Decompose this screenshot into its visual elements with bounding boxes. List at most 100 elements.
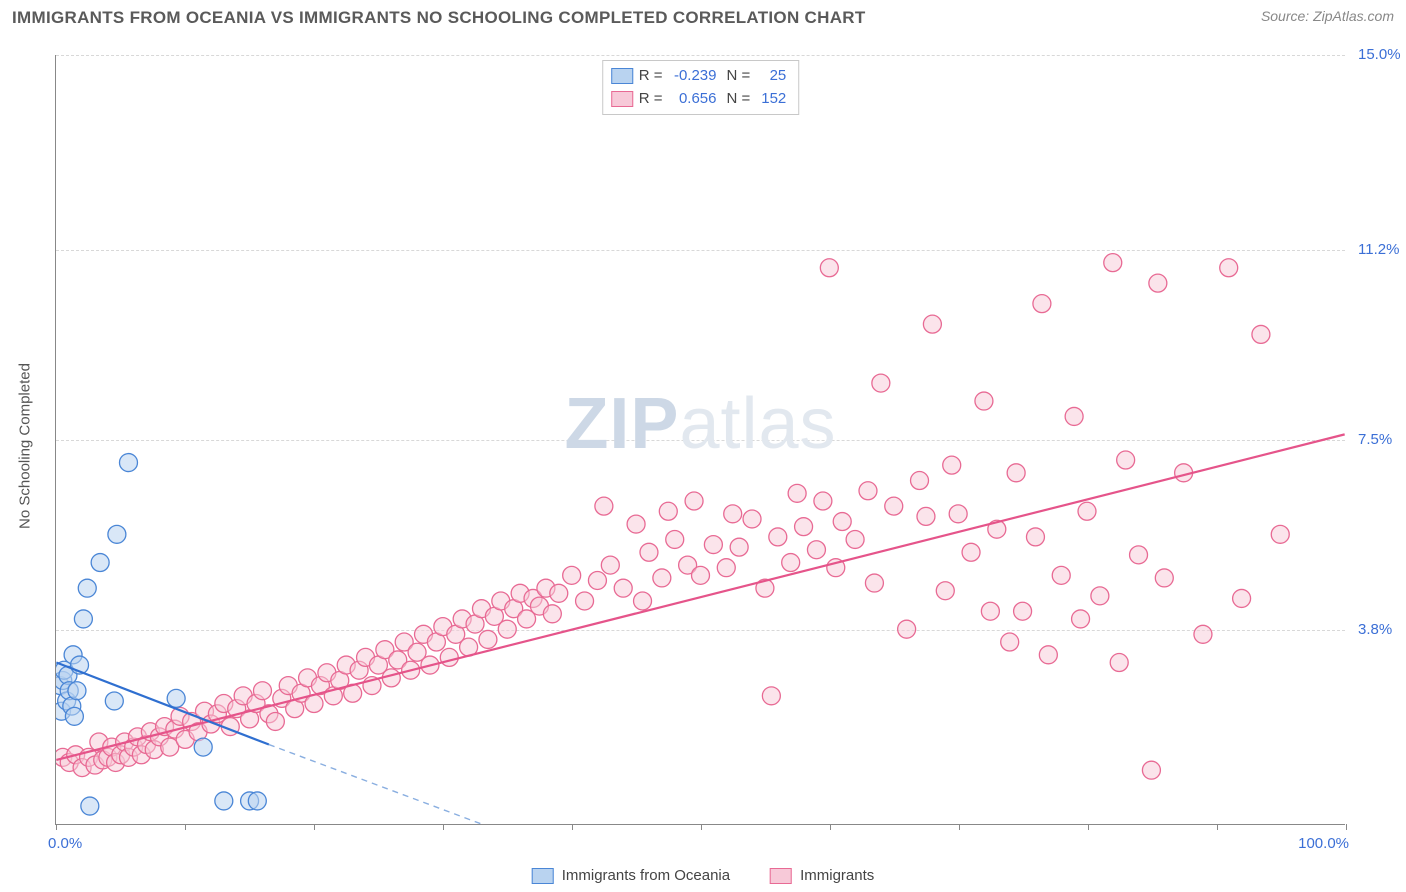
n-value-immigrants: 152 bbox=[756, 88, 790, 111]
data-point bbox=[479, 630, 497, 648]
data-point bbox=[1220, 259, 1238, 277]
data-point bbox=[911, 472, 929, 490]
ytick-label: 11.2% bbox=[1358, 241, 1399, 258]
legend-swatch-immigrants bbox=[611, 91, 633, 107]
legend-stats-row-oceania: R = -0.239 N = 25 bbox=[611, 65, 791, 88]
data-point bbox=[614, 579, 632, 597]
data-point bbox=[1091, 587, 1109, 605]
data-point bbox=[78, 579, 96, 597]
ytick-label: 15.0% bbox=[1358, 46, 1401, 63]
data-point bbox=[730, 538, 748, 556]
data-point bbox=[943, 456, 961, 474]
xtick-label-min: 0.0% bbox=[48, 835, 82, 852]
legend-item-immigrants: Immigrants bbox=[770, 867, 874, 884]
data-point bbox=[1065, 407, 1083, 425]
ytick-label: 7.5% bbox=[1358, 431, 1392, 448]
data-point bbox=[65, 707, 83, 725]
data-point bbox=[1078, 502, 1096, 520]
data-point bbox=[807, 541, 825, 559]
r-label: R = bbox=[639, 88, 663, 111]
xtick-label-max: 100.0% bbox=[1298, 835, 1349, 852]
data-point bbox=[865, 574, 883, 592]
data-point bbox=[68, 682, 86, 700]
y-axis-label: No Schooling Completed bbox=[17, 363, 34, 529]
data-point bbox=[543, 605, 561, 623]
data-point bbox=[248, 792, 266, 810]
plot-area: ZIPatlas R = -0.239 N = 25 R = 0.656 N =… bbox=[55, 55, 1345, 825]
data-point bbox=[717, 559, 735, 577]
legend-swatch-oceania-icon bbox=[532, 868, 554, 884]
data-point bbox=[872, 374, 890, 392]
xtick bbox=[314, 824, 315, 830]
data-point bbox=[1142, 761, 1160, 779]
data-point bbox=[975, 392, 993, 410]
data-point bbox=[595, 497, 613, 515]
data-point bbox=[917, 507, 935, 525]
data-point bbox=[936, 582, 954, 600]
legend-series: Immigrants from Oceania Immigrants bbox=[532, 867, 875, 884]
trend-line bbox=[269, 745, 482, 824]
ytick-label: 3.8% bbox=[1358, 621, 1392, 638]
xtick bbox=[185, 824, 186, 830]
n-label: N = bbox=[727, 88, 751, 111]
data-point bbox=[91, 554, 109, 572]
data-point bbox=[640, 543, 658, 561]
data-point bbox=[498, 620, 516, 638]
data-point bbox=[550, 584, 568, 602]
xtick bbox=[572, 824, 573, 830]
data-point bbox=[846, 530, 864, 548]
data-point bbox=[788, 484, 806, 502]
data-point bbox=[105, 692, 123, 710]
data-point bbox=[704, 536, 722, 554]
data-point bbox=[1194, 625, 1212, 643]
data-point bbox=[1104, 254, 1122, 272]
n-label: N = bbox=[727, 65, 751, 88]
data-point bbox=[659, 502, 677, 520]
data-point bbox=[1110, 654, 1128, 672]
data-point bbox=[1014, 602, 1032, 620]
source-value: ZipAtlas.com bbox=[1313, 8, 1394, 24]
xtick bbox=[56, 824, 57, 830]
legend-stats-row-immigrants: R = 0.656 N = 152 bbox=[611, 88, 791, 111]
data-point bbox=[74, 610, 92, 628]
data-point bbox=[1039, 646, 1057, 664]
xtick bbox=[701, 824, 702, 830]
data-point bbox=[266, 712, 284, 730]
r-value-oceania: -0.239 bbox=[669, 65, 721, 88]
data-point bbox=[119, 454, 137, 472]
scatter-chart-svg bbox=[56, 55, 1345, 824]
data-point bbox=[1271, 525, 1289, 543]
data-point bbox=[666, 530, 684, 548]
data-point bbox=[1155, 569, 1173, 587]
xtick bbox=[1088, 824, 1089, 830]
legend-swatch-oceania bbox=[611, 68, 633, 84]
data-point bbox=[627, 515, 645, 533]
data-point bbox=[769, 528, 787, 546]
data-point bbox=[949, 505, 967, 523]
data-point bbox=[1026, 528, 1044, 546]
data-point bbox=[563, 566, 581, 584]
xtick bbox=[1346, 824, 1347, 830]
data-point bbox=[1130, 546, 1148, 564]
data-point bbox=[601, 556, 619, 574]
data-point bbox=[795, 518, 813, 536]
data-point bbox=[440, 648, 458, 666]
data-point bbox=[1252, 325, 1270, 343]
xtick bbox=[830, 824, 831, 830]
data-point bbox=[885, 497, 903, 515]
xtick bbox=[443, 824, 444, 830]
data-point bbox=[1149, 274, 1167, 292]
source-label: Source: bbox=[1261, 8, 1313, 24]
data-point bbox=[81, 797, 99, 815]
xtick bbox=[959, 824, 960, 830]
data-point bbox=[981, 602, 999, 620]
data-point bbox=[685, 492, 703, 510]
trend-line bbox=[56, 434, 1344, 760]
r-label: R = bbox=[639, 65, 663, 88]
data-point bbox=[962, 543, 980, 561]
n-value-oceania: 25 bbox=[756, 65, 790, 88]
data-point bbox=[762, 687, 780, 705]
data-point bbox=[194, 738, 212, 756]
legend-stats-box: R = -0.239 N = 25 R = 0.656 N = 152 bbox=[602, 60, 800, 115]
data-point bbox=[1007, 464, 1025, 482]
